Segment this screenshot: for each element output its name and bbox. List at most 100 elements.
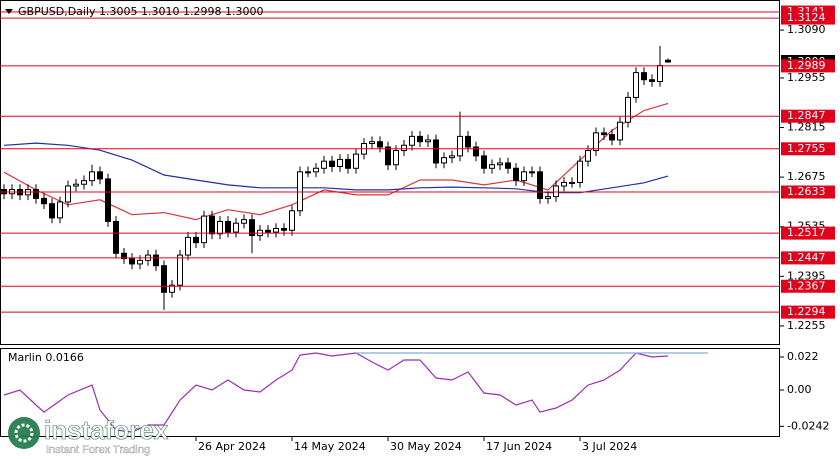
candle-body	[593, 132, 599, 152]
candle-body	[313, 167, 319, 173]
candle-body	[417, 135, 423, 143]
y-tick-label: 0.022	[787, 350, 819, 363]
level-box	[781, 226, 835, 240]
level-box	[781, 251, 835, 265]
candle-body	[409, 135, 415, 146]
y-tick-label: 1.2815	[787, 121, 826, 134]
candle-body	[201, 215, 207, 244]
candle-body	[121, 252, 127, 260]
x-tick-label: 26 Apr 2024	[198, 440, 266, 453]
level-box	[781, 109, 835, 123]
candle-body	[641, 72, 647, 81]
level-box	[781, 11, 835, 25]
logo: instaforex Instant Forex Trading	[8, 415, 169, 456]
candle-body	[393, 150, 399, 166]
candle-body	[113, 220, 119, 254]
main-panel-frame	[0, 0, 780, 345]
candle-body	[521, 171, 527, 182]
main-panel: 1.30901.29551.28151.26751.25351.23951.22…	[0, 5, 835, 332]
candle-body	[289, 210, 295, 231]
candle-body	[625, 96, 631, 123]
candle-body	[433, 139, 439, 164]
series-line	[3, 352, 669, 433]
indicator-panel-frame	[0, 348, 780, 437]
candle-body	[177, 254, 183, 286]
level-label: 1.2294	[787, 305, 826, 318]
candle-body	[569, 181, 575, 184]
candle-body	[161, 265, 167, 293]
level-label: 1.2367	[787, 279, 826, 292]
candle-body	[97, 171, 103, 180]
level-box	[781, 142, 835, 156]
series-line	[3, 142, 669, 194]
candle-body	[449, 155, 455, 159]
candle-body	[497, 162, 503, 166]
candle-body	[153, 254, 159, 267]
candle-body	[353, 153, 359, 169]
level-label: 1.2755	[787, 142, 826, 155]
candle-body	[281, 228, 287, 231]
candle-body	[105, 178, 111, 222]
candle-body	[33, 189, 39, 199]
candle-body	[465, 135, 471, 148]
level-box	[781, 279, 835, 293]
candle-body	[513, 167, 519, 182]
candle-body	[273, 228, 279, 233]
candle-body	[577, 160, 583, 183]
candle-body	[249, 219, 255, 237]
candle-body	[657, 65, 663, 82]
level-label: 1.2633	[787, 185, 826, 198]
candle-body	[617, 121, 623, 141]
logo-name: instaforex	[44, 415, 169, 445]
candle-body	[545, 196, 551, 199]
candle-body	[233, 222, 239, 233]
candle-body	[369, 141, 375, 144]
candle-body	[73, 183, 79, 187]
level-box	[781, 305, 835, 319]
candle-body	[209, 215, 215, 235]
level-label: 1.2517	[787, 226, 826, 239]
level-label: 1.3124	[787, 11, 826, 24]
candle-body	[385, 146, 391, 166]
candle-body	[305, 171, 311, 174]
logo-icon-ring	[14, 423, 34, 443]
candle-body	[41, 197, 47, 205]
candle-body	[481, 155, 487, 169]
level-box	[781, 185, 835, 199]
x-tick-label: 14 May 2024	[294, 440, 366, 453]
title-triangle	[5, 9, 13, 14]
candle-body	[241, 219, 247, 224]
candle-body	[553, 185, 559, 198]
x-tick-label: 17 Jun 2024	[486, 440, 552, 453]
y-tick-label: -0.0242	[787, 419, 829, 432]
candle-body	[137, 259, 143, 265]
candle-body	[633, 72, 639, 98]
level-box	[781, 59, 835, 73]
candle-body	[665, 59, 671, 63]
candle-body	[649, 79, 655, 82]
y-tick-label: 1.2955	[787, 71, 826, 84]
candle-body	[49, 203, 55, 219]
candle-body	[65, 185, 71, 203]
x-tick-label: 3 Jul 2024	[582, 440, 637, 453]
candle-body	[57, 201, 63, 219]
candle-body	[185, 236, 191, 256]
candle-body	[505, 162, 511, 169]
indicator-panel: 0.022 0.00 -0.0242	[3, 350, 829, 433]
candle-body	[489, 164, 495, 169]
indicator-title: Marlin 0.0166	[8, 351, 84, 364]
y-tick-label: 1.2675	[787, 170, 826, 183]
candle-body	[81, 180, 87, 185]
candle-body	[345, 158, 351, 169]
candle-body	[457, 135, 463, 157]
candle-body	[441, 157, 447, 164]
candle-body	[193, 236, 199, 244]
candle-body	[473, 146, 479, 157]
y-tick-label: 1.2255	[787, 319, 826, 332]
candle-body	[337, 158, 343, 168]
candle-body	[609, 134, 615, 141]
candle-body	[89, 171, 95, 182]
